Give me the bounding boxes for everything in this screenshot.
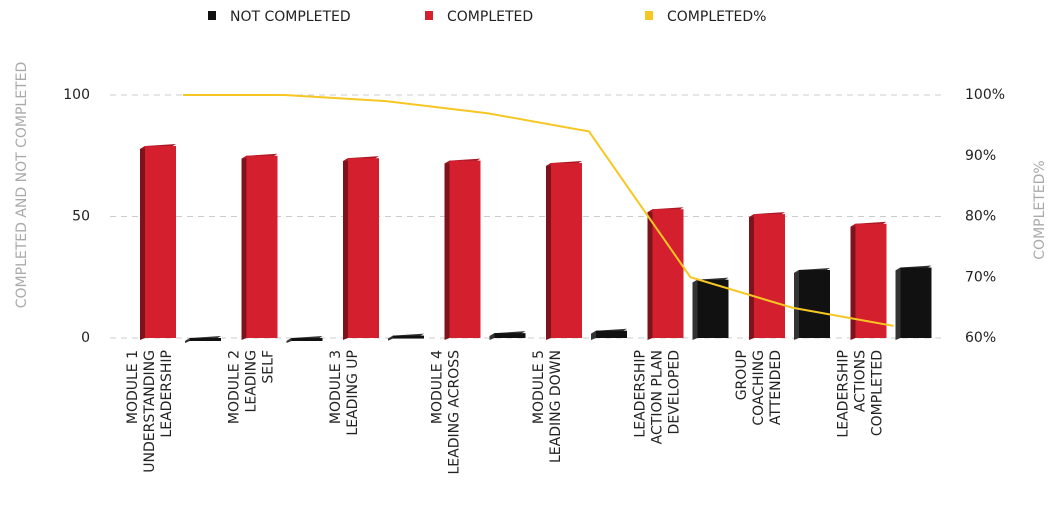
bar: [794, 267, 830, 340]
bar-face: [348, 158, 379, 338]
bar: [692, 277, 729, 340]
y2-axis-title: COMPLETED%: [1032, 160, 1048, 259]
y2-tick-label: 100%: [965, 87, 1005, 103]
bar: [489, 331, 526, 340]
y-tick-label: 100: [63, 87, 90, 103]
bar-face: [850, 223, 856, 340]
bar-face: [343, 158, 348, 340]
x-tick-label: GROUP: [734, 350, 750, 400]
y-axis-title: COMPLETED AND NOT COMPLETED: [14, 62, 30, 309]
bar: [749, 212, 785, 340]
bar-face: [647, 209, 653, 340]
bar-face: [754, 214, 785, 338]
legend-label: COMPLETED%: [667, 9, 766, 25]
x-tick-label: MODULE 1: [125, 350, 141, 424]
bar-face: [895, 267, 901, 340]
x-tick-label: MODULE 4: [430, 350, 446, 424]
x-tick-label: LEADING ACROSS: [447, 350, 463, 475]
x-tick-label: LEADING: [244, 350, 260, 412]
legend-label: NOT COMPLETED: [230, 9, 351, 25]
legend-swatch: [208, 11, 216, 20]
bar-face: [596, 330, 627, 338]
bar: [388, 333, 424, 341]
bar: [591, 328, 627, 340]
bar-face: [449, 160, 481, 338]
bar: [185, 336, 221, 343]
x-tick-label: LEADING UP: [345, 350, 361, 436]
y-tick-label: 50: [72, 209, 90, 225]
bar: [444, 158, 481, 340]
x-tick-label: COMPLETED: [870, 350, 886, 436]
bar-face: [190, 338, 221, 341]
bar-face: [900, 267, 932, 338]
x-tick-label: LEADERSHIP: [159, 350, 175, 438]
x-tick-label: UNDERSTANDING: [142, 350, 158, 473]
bar-face: [241, 155, 247, 340]
legend-label: COMPLETED: [447, 9, 533, 25]
x-tick-label: MODULE 5: [531, 350, 547, 424]
line: [183, 94, 894, 327]
bar-face: [749, 214, 754, 340]
bar-face: [692, 279, 698, 340]
bar-face: [799, 269, 830, 338]
bar-face: [551, 163, 582, 338]
bar-face: [697, 279, 729, 338]
y2-tick-label: 90%: [965, 148, 996, 164]
bar: [647, 207, 684, 340]
bar-face: [794, 269, 799, 340]
x-tick-label: LEADING DOWN: [548, 350, 564, 463]
x-tick-label: COACHING: [751, 350, 767, 426]
bar: [241, 153, 278, 340]
bar: [895, 265, 932, 340]
bar-face: [494, 333, 526, 338]
bar-face: [291, 338, 323, 341]
x-tick-label: LEADERSHIP: [836, 350, 852, 438]
x-tick-label: MODULE 3: [328, 350, 344, 424]
legend-swatch: [645, 11, 653, 20]
x-tick-label: ATTENDED: [768, 350, 784, 425]
bar: [343, 156, 379, 340]
y-tick-label: 0: [81, 330, 90, 346]
bar-face: [393, 335, 424, 339]
bar: [546, 161, 582, 340]
y2-tick-label: 70%: [965, 269, 996, 285]
bar: [140, 144, 176, 340]
bar: [286, 336, 323, 343]
x-tick-label: ACTIONS: [853, 350, 869, 412]
bar-face: [444, 160, 450, 340]
x-tick-label: MODULE 2: [227, 350, 243, 424]
legend-swatch: [425, 11, 433, 20]
x-tick-label: ACTION PLAN: [650, 350, 666, 444]
y2-tick-label: 60%: [965, 330, 996, 346]
bar-face: [546, 163, 551, 340]
x-tick-label: DEVELOPED: [667, 350, 683, 434]
bar-face: [145, 146, 176, 338]
y2-tick-label: 80%: [965, 209, 996, 225]
bar-face: [140, 146, 145, 340]
x-tick-label: SELF: [261, 350, 277, 384]
bar-face: [246, 155, 278, 338]
x-tick-label: LEADERSHIP: [633, 350, 649, 438]
